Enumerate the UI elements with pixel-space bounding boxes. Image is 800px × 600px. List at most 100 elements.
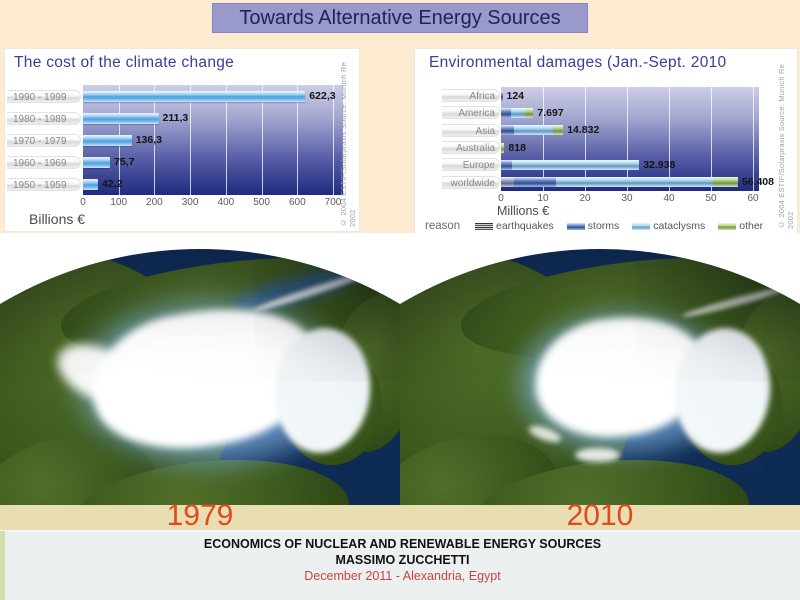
cloud-streak [251,269,369,315]
category-label: 1990 - 1999 [7,89,81,103]
ice-fringe [80,303,340,463]
ice-cap-1979 [81,292,328,465]
bar-row: worldwide 56.408 [415,174,797,191]
axis-tick-label: 300 [181,197,199,208]
x-axis-label: Billions € [29,211,86,227]
gridline [297,85,299,195]
bar-value-label: 7.697 [537,106,564,119]
land-mass [56,249,400,375]
slide-title: Towards Alternative Energy Sources [212,3,588,33]
axis-tick-label: 0 [498,193,504,204]
bar [83,156,110,168]
axis-tick-label: 500 [253,197,270,208]
bar-row: Europe 32.938 [415,156,797,173]
category-label: Africa [442,89,500,103]
x-axis-ticks: 0 100 200 300 400 500 600 700 [5,197,359,209]
bar [83,134,132,146]
bar-segment-earthquakes [501,177,514,188]
globe-1979-image [0,233,400,505]
bar-segment-storms [501,107,512,118]
axis-tick-label: 50 [705,193,717,204]
footer-date-location: December 2011 - Alexandria, Egypt [304,569,501,583]
category-label: 1960 - 1969 [7,155,81,169]
land-mass [465,449,755,505]
globe-sphere [400,249,800,505]
bar-row: 1990 - 1999 622,3 [5,85,359,107]
footer-course-title: ECONOMICS OF NUCLEAR AND RENEWABLE ENERG… [203,537,602,551]
category-label: worldwide [442,175,500,189]
greenland-ice [268,323,377,458]
bar-row: Asia 14.832 [415,122,797,139]
axis-tick-label: 700 [324,197,342,208]
bar-segment-cataclysms [513,125,554,136]
legend-title: reason [425,220,461,232]
bar-segment-cataclysms [511,159,640,170]
ice-remnant [526,422,564,446]
bar-segment-other [553,125,564,136]
bar-value-label: 211,3 [162,112,189,124]
axis-tick-label: 30 [621,193,633,204]
axis-tick-label: 400 [217,197,235,208]
axis-tick-label: 200 [146,197,163,208]
ice-remnant [575,448,620,462]
category-label: Australia [442,141,500,155]
bar-row: 1960 - 1969 75,7 [5,151,359,173]
chart-panel-environmental-damages: Environmental damages (Jan.-Sept. 2010 A… [414,48,798,234]
bar-segment-storms [513,177,556,188]
ice-fringe [520,313,730,453]
gridline [543,87,544,191]
legend-item: storms [566,220,619,232]
bar-row: Australia 818 [415,139,797,156]
bar-rows: Africa 124 America 7.697 Asia 14.832 Australia… [415,87,797,191]
chart-title: Environmental damages (Jan.-Sept. 2010 [429,54,727,71]
arctic-ice-comparison [0,233,800,505]
legend-item: earthquakes [475,220,554,232]
axis-tick-label: 10 [537,193,549,204]
gridline [261,85,263,195]
bar-row: 1950 - 1959 42,2 [5,173,359,195]
land-mass-greenland [282,345,382,465]
axis-tick-label: 100 [110,197,128,208]
category-label: Europe [442,158,500,172]
ice-cap-2010 [529,309,711,445]
land-mass [716,286,800,460]
source-note: © 2004 ESTIF/Solarpraxis Source: Munich … [777,64,795,229]
land-mass [0,415,173,505]
axis-tick-label: 0 [80,197,86,208]
bar-segment-other [501,142,505,153]
legend-swatch-cataclysms [632,222,651,230]
axis-tick-label: 600 [288,197,306,208]
land-mass [456,249,800,375]
x-axis-ticks: 0 10 20 30 40 50 60 [415,193,797,205]
gridline [711,87,712,191]
legend-swatch-storms [566,222,585,230]
greenland-ice [668,323,777,458]
legend-item: other [718,220,763,232]
gridline [669,87,670,191]
globe-2010-image [400,233,800,505]
axis-tick-label: 20 [579,193,591,204]
x-axis-label: Millions € [497,204,550,218]
bar [83,178,99,190]
legend-item: cataclysms [632,220,705,232]
category-label: America [442,106,500,120]
gridline [190,85,192,195]
axis-tick-label: 60 [747,193,759,204]
bar-value-label: 32.938 [643,158,676,171]
ice-arm [48,332,147,414]
bar-segment-storms [501,159,512,170]
gridline [753,87,754,191]
bar-segment-other [524,107,534,118]
bar-rows: 1990 - 1999 622,3 1980 - 1989 211,3 1970 - 1… [5,85,359,195]
bar-value-label: 622,3 [309,90,336,102]
bar-segment-storms [501,90,503,101]
bar-value-label: 42,2 [102,178,123,190]
legend-swatch-other [718,222,737,230]
legend-label: cataclysms [653,220,706,232]
legend-label: earthquakes [496,220,554,232]
bar-row: Africa 124 [415,87,797,104]
bar [83,90,306,102]
bar [83,112,159,124]
axis-tick-label: 40 [663,193,675,204]
bar-segment-cataclysms [555,177,713,188]
